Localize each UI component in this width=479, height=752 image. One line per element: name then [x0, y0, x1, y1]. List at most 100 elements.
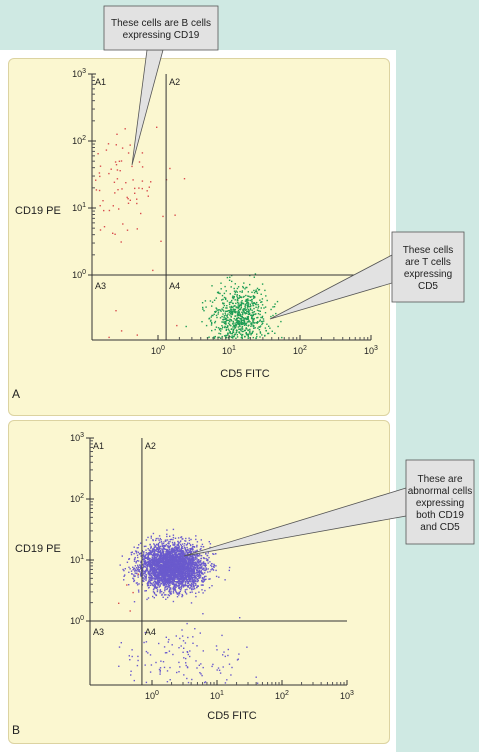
scatter-point	[169, 557, 171, 559]
scatter-point	[234, 310, 236, 312]
scatter-point	[182, 555, 184, 557]
scatter-point	[150, 569, 152, 571]
scatter-point	[202, 580, 204, 582]
scatter-point	[181, 576, 183, 578]
scatter-point	[183, 558, 185, 560]
scatter-point	[213, 337, 216, 339]
scatter-point	[265, 295, 267, 297]
scatter-point	[134, 569, 136, 571]
scatter-point	[161, 548, 163, 551]
scatter-point	[181, 585, 183, 587]
scatter-point	[152, 551, 154, 553]
scatter-point	[181, 595, 183, 598]
scatter-point	[208, 336, 210, 338]
scatter-point	[168, 563, 170, 566]
scatter-point	[253, 297, 255, 299]
scatter-point	[236, 319, 238, 321]
scatter-point	[162, 577, 164, 580]
scatter-point	[224, 321, 227, 323]
scatter-point	[180, 582, 182, 584]
scatter-point	[193, 574, 195, 577]
scatter-point	[216, 649, 218, 651]
scatter-point	[176, 555, 179, 557]
scatter-point	[161, 544, 163, 546]
scatter-point	[229, 318, 231, 320]
scatter-point	[152, 574, 154, 576]
scatter-point	[122, 568, 124, 571]
scatter-point	[241, 300, 243, 302]
scatter-point	[157, 554, 159, 556]
scatter-point	[166, 567, 168, 570]
scatter-point	[159, 541, 161, 543]
scatter-point	[181, 543, 184, 545]
scatter-point	[156, 577, 158, 579]
scatter-point	[261, 283, 264, 285]
scatter-point	[230, 311, 232, 313]
scatter-point	[218, 669, 221, 671]
scatter-point	[204, 569, 206, 572]
scatter-point	[247, 317, 249, 319]
scatter-point	[171, 574, 173, 577]
scatter-point	[181, 551, 183, 553]
scatter-point	[258, 310, 260, 312]
scatter-point	[168, 580, 170, 582]
scatter-point	[235, 317, 238, 320]
scatter-point	[251, 291, 253, 293]
scatter-point	[165, 563, 167, 565]
scatter-point	[152, 572, 155, 574]
scatter-point	[182, 577, 185, 579]
scatter-point	[182, 573, 185, 575]
scatter-point	[189, 580, 191, 582]
scatter-point	[273, 306, 276, 308]
scatter-point	[133, 560, 136, 562]
scatter-point	[121, 555, 123, 557]
scatter-point	[173, 562, 175, 564]
scatter-point	[246, 307, 249, 309]
scatter-point	[173, 554, 175, 556]
scatter-point	[195, 575, 197, 577]
scatter-point	[204, 579, 206, 581]
scatter-point	[133, 580, 135, 583]
scatter-point	[171, 552, 173, 554]
scatter-point	[138, 569, 141, 571]
scatter-point	[177, 576, 179, 578]
scatter-point	[238, 295, 241, 297]
scatter-point	[221, 328, 223, 330]
scatter-point	[204, 300, 207, 302]
scatter-point	[246, 321, 249, 323]
scatter-point	[161, 570, 164, 572]
scatter-point	[145, 575, 147, 578]
x-tick-label: 100	[151, 345, 165, 356]
scatter-point	[182, 581, 184, 583]
scatter-point	[118, 160, 121, 162]
scatter-point	[136, 582, 138, 584]
scatter-point	[167, 564, 169, 567]
scatter-point	[252, 320, 254, 322]
scatter-point	[161, 545, 163, 548]
scatter-point	[155, 582, 157, 584]
scatter-point	[119, 564, 121, 566]
scatter-point	[136, 584, 139, 586]
scatter-point	[189, 556, 191, 558]
scatter-point	[178, 576, 180, 578]
scatter-point	[269, 327, 271, 329]
scatter-point	[247, 310, 249, 313]
scatter-point	[161, 577, 163, 580]
scatter-point	[169, 548, 171, 550]
scatter-point	[230, 315, 232, 318]
quadrant-label-a2: A2	[145, 441, 156, 451]
scatter-point	[174, 572, 177, 574]
scatter-point	[143, 563, 145, 565]
scatter-point	[226, 334, 228, 337]
scatter-point	[192, 585, 194, 587]
scatter-point	[205, 324, 208, 327]
scatter-point	[172, 549, 174, 551]
scatter-point	[164, 587, 166, 589]
scatter-point	[161, 569, 163, 571]
scatter-point	[171, 567, 173, 570]
scatter-point	[261, 304, 264, 306]
scatter-point	[255, 676, 257, 678]
callout-box	[391, 231, 465, 303]
